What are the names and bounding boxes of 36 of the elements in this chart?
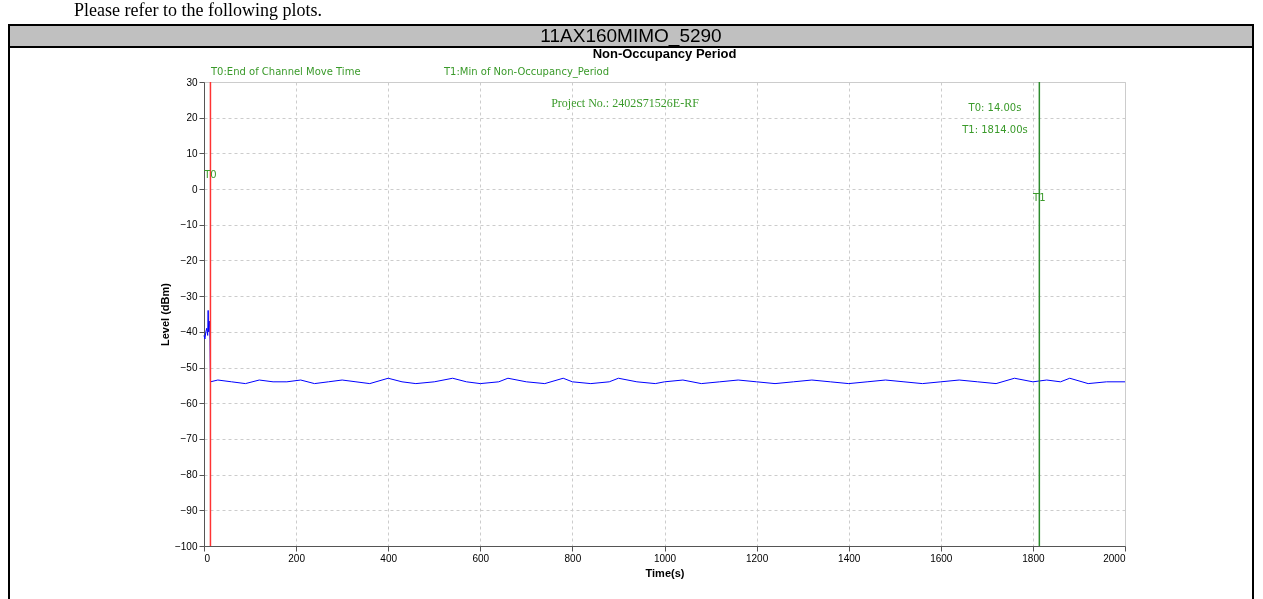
x-tick-label: 0 — [204, 552, 211, 564]
x-tick-label: 400 — [380, 552, 398, 564]
x-axis-title: Time(s) — [645, 566, 685, 579]
y-tick-label: −90 — [180, 504, 198, 516]
y-tick-label: −80 — [180, 469, 198, 481]
y-tick-label: −50 — [180, 362, 198, 374]
chart-subtitle: Non-Occupancy Period — [592, 46, 737, 61]
annotation: Project No.: 2402S71526E-RF — [551, 96, 700, 110]
chart-title: 11AX160MIMO_5290 — [10, 25, 1252, 48]
y-axis-title: Level (dBm) — [158, 282, 171, 346]
x-tick-label: 1600 — [930, 552, 953, 564]
x-tick-label: 200 — [288, 552, 306, 564]
x-tick-label: 1800 — [1022, 552, 1045, 564]
y-tick-label: 10 — [186, 147, 198, 159]
y-tick-label: −40 — [180, 326, 198, 338]
y-tick-label: 30 — [186, 76, 198, 88]
x-tick-label: 600 — [472, 552, 490, 564]
text: T0:End of Channel Move Time — [210, 66, 361, 77]
x-tick-label: 2000 — [1103, 552, 1126, 564]
x-tick-label: 1000 — [653, 552, 677, 564]
y-tick-label: −30 — [180, 290, 198, 302]
y-tick-label: −100 — [174, 540, 198, 552]
y-tick-label: −20 — [180, 254, 198, 266]
x-tick-label: 800 — [564, 552, 582, 564]
y-tick-label: −70 — [180, 433, 198, 445]
y-tick-label: 0 — [191, 183, 198, 195]
annotation: T1: 1814.00s — [961, 124, 1028, 135]
x-tick-label: 1400 — [838, 552, 861, 564]
y-tick-label: 20 — [186, 112, 198, 124]
y-tick-label: −10 — [180, 219, 198, 231]
line-series — [203, 309, 1126, 385]
x-tick-label: 1200 — [745, 552, 769, 564]
y-tick-label: −60 — [180, 397, 198, 409]
annotation: T0: 14.00s — [967, 102, 1022, 113]
text: Please refer to the following plots. — [74, 0, 322, 21]
text: T1:Min of Non-Occupancy_Period — [443, 66, 610, 78]
